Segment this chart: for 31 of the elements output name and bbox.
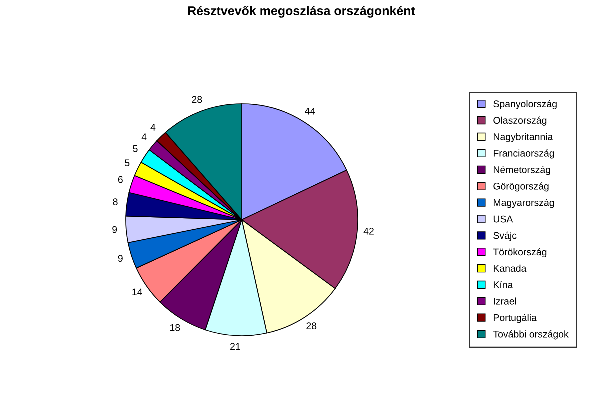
data-label: 42	[364, 228, 374, 235]
legend-label: Olaszország	[494, 116, 547, 126]
data-label: 14	[132, 288, 142, 296]
legend-label: Svájc	[494, 232, 517, 242]
data-label: 9	[112, 226, 118, 234]
legend-label: Nagybritannia	[494, 133, 554, 142]
legend-label: USA	[494, 216, 514, 223]
legend-label: Törökország	[493, 248, 547, 258]
data-label: 8	[113, 198, 118, 206]
data-label: 28	[192, 96, 202, 104]
data-label: 28	[306, 322, 317, 330]
legend-label: Kanada	[494, 264, 527, 272]
data-label: 4	[150, 124, 156, 131]
legend-label: Németország	[494, 166, 550, 176]
chart-title: Résztvevők megoszlása országonként	[188, 6, 416, 18]
data-label: 18	[170, 324, 180, 332]
data-label: 5	[125, 160, 130, 167]
legend-label: Portugália	[494, 314, 537, 324]
legend-label: Görögország	[494, 182, 549, 192]
data-label: 5	[133, 146, 138, 152]
legend-label: Kína	[494, 281, 514, 288]
legend-label: Spanyolország	[494, 100, 557, 110]
legend-label: Izrael	[494, 298, 516, 305]
data-label: 9	[118, 255, 123, 262]
legend-label: További országok	[493, 330, 569, 340]
legend-label: Franciaország	[494, 150, 554, 159]
legend-label: Magyarország	[494, 199, 554, 208]
data-label: 4	[142, 134, 147, 140]
data-label: 6	[118, 176, 123, 184]
data-label: 44	[305, 108, 316, 115]
data-label: 21	[230, 343, 240, 350]
